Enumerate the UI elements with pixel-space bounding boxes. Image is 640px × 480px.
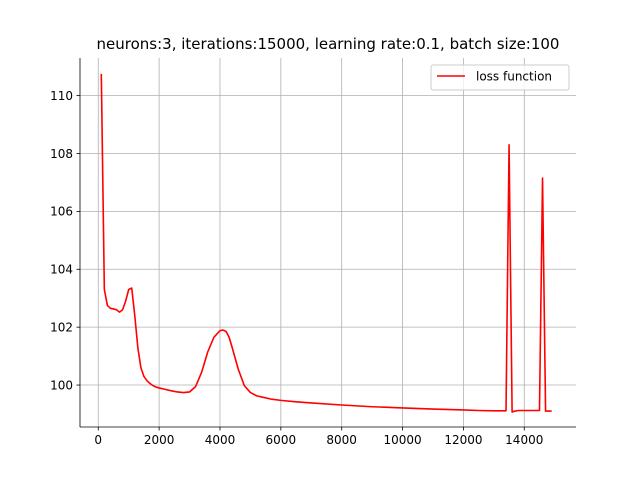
grid [80,58,576,427]
y-tick-label: 102 [50,320,73,334]
y-tick-label: 106 [50,205,73,219]
chart-title: neurons:3, iterations:15000, learning ra… [97,35,560,53]
y-tick-label: 110 [50,89,73,103]
axes [79,58,576,428]
legend-box [430,64,570,91]
x-tick-label: 14000 [505,433,543,447]
legend: loss function [430,64,570,91]
legend-label: loss function [476,70,552,84]
y-tick-label: 100 [50,378,73,392]
series-line-loss-function [100,73,552,413]
y-tick-label: 108 [50,147,73,161]
x-tick-label: 10000 [383,433,421,447]
x-tick-label: 8000 [326,433,357,447]
x-tick-label: 4000 [205,433,236,447]
x-tick-label: 12000 [444,433,482,447]
x-tick-label: 2000 [144,433,175,447]
ticks: 0 2000 4000 6000 8000 10000 12000 14000 100 102 10… [50,89,543,447]
x-tick-label: 0 [94,433,102,447]
plot-area [100,73,552,413]
y-tick-label: 104 [50,263,73,277]
x-tick-label: 6000 [266,433,297,447]
